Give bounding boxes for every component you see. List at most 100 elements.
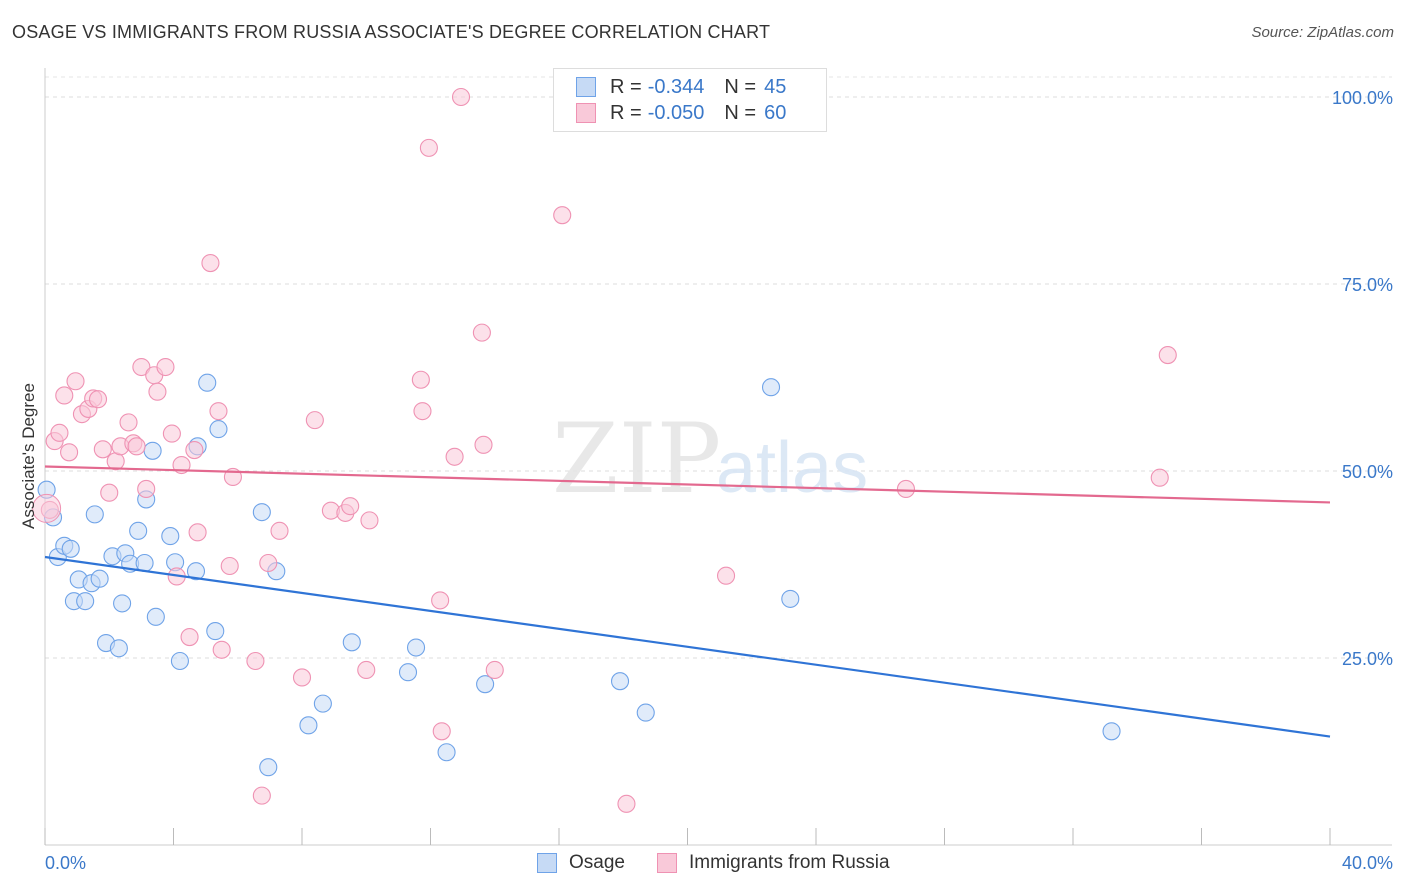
russia-point <box>305 411 324 430</box>
r-value: -0.050 <box>647 101 705 124</box>
osage-point <box>781 589 800 608</box>
russia-point <box>292 668 312 687</box>
legend-label-russia: Immigrants from Russia <box>688 852 890 873</box>
n-value: 60 <box>764 101 787 124</box>
russia-point <box>201 254 220 273</box>
russia-point <box>220 556 239 576</box>
russia-point <box>32 493 62 523</box>
russia-point <box>209 402 228 421</box>
trend-lines <box>44 465 1331 738</box>
osage-point <box>129 521 148 540</box>
osage-point <box>76 592 95 611</box>
russia-point <box>451 87 471 107</box>
russia-point <box>1158 346 1177 365</box>
osage-point <box>170 651 189 671</box>
y-tick-label: 50.0% <box>1342 462 1393 482</box>
watermark: ZIP atlas <box>552 403 868 515</box>
r-label: R = <box>610 75 642 98</box>
stats-legend-row-russia: R = -0.050 N = 60 <box>576 101 786 125</box>
chart-title: OSAGE VS IMMIGRANTS FROM RUSSIA ASSOCIAT… <box>12 22 771 42</box>
russia-point <box>270 521 289 540</box>
russia-point <box>156 357 175 377</box>
source-label: Source: ZipAtlas.com <box>1251 24 1394 41</box>
russia-point <box>259 553 278 573</box>
y-tick-label: 75.0% <box>1342 275 1393 295</box>
russia-trend-line <box>44 465 1331 504</box>
osage-point <box>636 703 655 722</box>
russia-point <box>357 660 376 680</box>
osage-point <box>186 562 206 581</box>
russia-point <box>88 390 108 409</box>
russia-point <box>252 786 271 805</box>
osage-point <box>85 505 104 524</box>
osage-point <box>398 663 418 682</box>
osage-point <box>437 743 456 762</box>
russia-point <box>411 370 430 389</box>
n-label: N = <box>724 101 757 124</box>
osage-point <box>1102 722 1121 741</box>
russia-point <box>474 435 493 454</box>
osage-point <box>206 622 225 641</box>
russia-point <box>50 423 69 442</box>
legend-item-russia[interactable]: Immigrants from Russia <box>656 852 890 874</box>
russia-point <box>432 722 451 741</box>
russia-point <box>472 323 491 342</box>
osage-point <box>143 441 162 460</box>
russia-point <box>132 357 151 377</box>
russia-point <box>896 479 916 499</box>
russia-point <box>360 511 379 530</box>
y-tick-label: 25.0% <box>1342 649 1393 669</box>
watermark-atlas: atlas <box>716 428 868 508</box>
osage-point <box>90 569 109 588</box>
russia-swatch <box>656 853 677 873</box>
osage-trend-line <box>44 555 1331 738</box>
r-label: R = <box>610 101 642 124</box>
r-value: -0.344 <box>647 75 705 98</box>
russia-point <box>66 372 85 391</box>
russia-swatch <box>576 103 596 123</box>
legend-label-osage: Osage <box>569 852 625 873</box>
russia-point <box>188 523 207 542</box>
n-value: 45 <box>764 75 787 98</box>
osage-point <box>209 420 228 439</box>
series-legend: Osage Immigrants from Russia <box>537 852 922 874</box>
osage-point <box>313 694 332 713</box>
osage-point <box>259 758 278 777</box>
stats-legend: R = -0.344 N = 45 R = -0.050 N = 60 <box>553 68 827 132</box>
osage-point <box>476 675 495 694</box>
y-tick-label: 100.0% <box>1332 88 1393 108</box>
legend-item-osage[interactable]: Osage <box>537 852 625 874</box>
watermark-zip: ZIP <box>552 403 721 515</box>
russia-point <box>100 483 119 502</box>
osage-point <box>198 373 217 392</box>
axes <box>44 68 1392 846</box>
russia-point <box>419 138 438 157</box>
russia-point <box>180 628 199 647</box>
x-tick-label-min: 0.0% <box>45 853 86 873</box>
russia-point <box>119 413 138 432</box>
osage-point <box>61 539 80 558</box>
osage-point <box>109 639 128 658</box>
russia-point <box>716 566 736 585</box>
russia-point <box>341 497 360 516</box>
osage-point <box>610 672 630 691</box>
russia-point <box>55 386 74 405</box>
osage-point <box>299 716 318 735</box>
russia-point <box>185 441 204 460</box>
russia-point <box>137 479 156 499</box>
osage-point <box>252 503 271 522</box>
osage-point <box>161 527 180 546</box>
russia-point <box>127 437 146 456</box>
russia-point <box>162 424 181 443</box>
russia-point <box>431 591 450 610</box>
osage-swatch <box>576 77 596 97</box>
russia-point <box>413 402 432 421</box>
osage-point <box>342 633 361 652</box>
y-axis-label: Associate's Degree <box>19 383 38 529</box>
osage-swatch <box>537 853 557 873</box>
russia-point <box>485 660 504 680</box>
russia-point <box>1150 468 1169 487</box>
axis-labels: 25.0% 50.0% 75.0% 100.0% 0.0% 40.0% Associate'… <box>19 88 1393 873</box>
osage-point <box>406 638 426 657</box>
